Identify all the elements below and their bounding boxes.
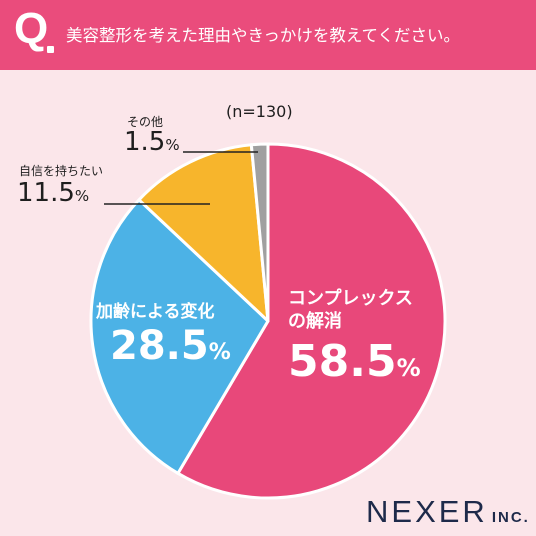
slice-label-other: その他 (127, 115, 164, 129)
pie-slice-other (249, 142, 270, 323)
q-dot-icon (47, 46, 54, 53)
slice-value-other: 1.5% (124, 127, 180, 157)
brand-suffix: INC. (491, 509, 530, 526)
slice-label-confidence: 自信を持ちたい (19, 164, 104, 178)
slice-value-aging: 28.5% (110, 323, 231, 369)
question-text: 美容整形を考えた理由やきっかけを教えてください。 (66, 26, 461, 45)
brand-name: NEXER (366, 494, 488, 529)
sample-size: (n=130) (226, 102, 293, 121)
leader-lines (104, 151, 258, 205)
question-header: Q 美容整形を考えた理由やきっかけを教えてください。 (0, 0, 536, 70)
pie-slice-aging (89, 198, 270, 475)
slice-label-aging: 加齢による変化 (96, 302, 215, 322)
pie-slice-confidence (137, 143, 270, 323)
slice-label-complex-line1: コンプレックス (288, 288, 413, 309)
pie-slices (89, 142, 447, 500)
slice-value-confidence: 11.5% (17, 178, 90, 208)
slice-label-complex-line2: の解消 (288, 311, 342, 332)
q-letter: Q (14, 4, 49, 53)
brand-logo: NEXER INC. (366, 494, 530, 530)
slice-value-complex: 58.5% (288, 336, 421, 387)
pie-slice-complex (176, 142, 447, 500)
